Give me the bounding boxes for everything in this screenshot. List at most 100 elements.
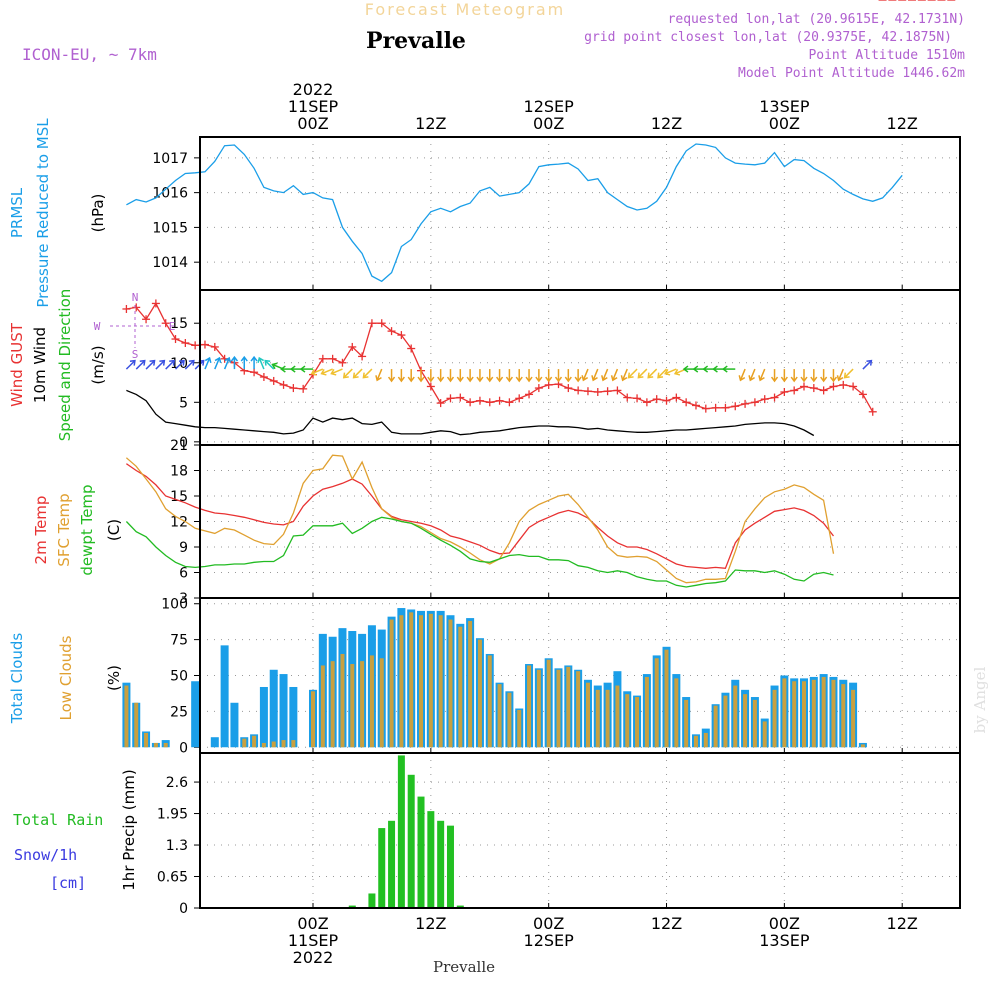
gust-marker <box>279 380 288 389</box>
bottom-axis-label: 13SEP <box>759 931 810 950</box>
gust-marker <box>210 342 219 351</box>
top-axis-label: 11SEP <box>288 97 339 116</box>
total-cloud-bar <box>191 681 200 748</box>
rain-bar <box>388 820 396 908</box>
side-label-m-s: (m/s) <box>89 345 107 384</box>
panel-frame <box>199 289 961 446</box>
low-cloud-bar <box>851 689 856 748</box>
gust-marker <box>534 384 543 393</box>
gust-marker <box>132 303 141 312</box>
wind-direction-arrow <box>748 368 756 382</box>
gust-marker <box>289 384 298 393</box>
low-cloud-bar <box>831 679 836 748</box>
y-tick-label: 0.65 <box>157 870 188 886</box>
panel-frame <box>199 444 961 599</box>
wind-direction-arrow <box>407 369 415 383</box>
y-tick-label: 9 <box>179 540 188 556</box>
wind-direction-arrow <box>320 368 333 376</box>
wind-direction-arrow <box>214 356 222 370</box>
wind-direction-arrow <box>352 368 363 379</box>
wind-direction-arrow <box>810 369 818 383</box>
wind-direction-arrow <box>437 369 445 383</box>
gust-marker <box>269 376 278 385</box>
low-cloud-bar <box>438 615 443 748</box>
bottom-axis-label: 00Z <box>533 914 564 933</box>
wind-direction-arrow <box>535 369 543 383</box>
panel-frame <box>199 752 961 909</box>
y-tick-label: 18 <box>170 464 188 480</box>
wind-direction-arrow <box>574 369 582 383</box>
bottom-axis-label: 12SEP <box>524 931 575 950</box>
y-tick-label: 0 <box>179 901 188 917</box>
wind-direction-arrow <box>310 368 324 376</box>
low-cloud-bar <box>625 694 630 748</box>
y-tick-label: 5 <box>179 395 188 411</box>
gust-marker <box>780 388 789 397</box>
gust-marker <box>191 341 200 350</box>
wind-direction-arrow <box>601 368 609 382</box>
gust-marker <box>564 384 573 393</box>
low-cloud-bar <box>389 619 394 748</box>
total-cloud-bar <box>269 669 278 748</box>
grid-point-coords: grid point closest lon,lat (20.9375E, 42… <box>584 30 952 45</box>
bottom-axis-label: 12Z <box>415 914 446 933</box>
10m-wind-line <box>126 389 815 437</box>
low-cloud-bar <box>566 666 571 748</box>
low-cloud-bar <box>134 702 139 748</box>
low-cloud-bar <box>595 689 600 748</box>
top-axis-label: 00Z <box>297 114 328 133</box>
bottom-axis-label: 12Z <box>651 914 682 933</box>
rain-bar <box>417 796 425 908</box>
wind-direction-arrow <box>397 369 405 383</box>
wind-direction-arrow <box>820 369 828 383</box>
side-label-: (%) <box>105 665 123 691</box>
top-axis-label: 12Z <box>651 114 682 133</box>
gust-marker <box>259 372 268 381</box>
gust-marker <box>495 396 504 405</box>
low-cloud-bar <box>527 665 532 748</box>
rain-bar <box>397 755 405 908</box>
low-cloud-bar <box>546 659 551 748</box>
gust-marker <box>682 398 691 407</box>
gust-marker <box>583 387 592 396</box>
low-cloud-bar <box>762 721 767 748</box>
gust-marker <box>701 404 710 413</box>
gust-marker <box>731 402 740 411</box>
wind-direction-arrow <box>627 368 638 379</box>
low-cloud-bar <box>654 658 659 748</box>
gust-marker <box>387 327 396 336</box>
gust-marker <box>446 394 455 403</box>
side-label-1hr-precip-mm: 1hr Precip (mm) <box>120 769 138 890</box>
gust-marker <box>662 396 671 405</box>
gust-marker <box>633 394 642 403</box>
gust-marker <box>652 395 661 404</box>
top-axis-label: 00Z <box>769 114 800 133</box>
bottom-axis-label: 2022 <box>293 948 334 967</box>
low-cloud-bar <box>664 649 669 748</box>
wind-direction-arrow <box>770 369 779 383</box>
y-tick-label: 15 <box>170 489 188 505</box>
low-cloud-bar <box>261 742 266 748</box>
side-label-2m-temp: 2m Temp <box>32 496 50 565</box>
gust-marker <box>691 401 700 410</box>
wind-direction-arrow <box>240 355 248 370</box>
wind-direction-arrow <box>230 355 239 370</box>
low-cloud-bar <box>556 669 561 748</box>
y-tick-label: 15 <box>170 316 188 332</box>
low-cloud-bar <box>487 655 492 748</box>
low-cloud-bar <box>684 699 689 748</box>
gust-marker <box>142 315 151 324</box>
low-cloud-bar <box>360 661 365 748</box>
gust-marker <box>338 358 347 367</box>
low-cloud-bar <box>350 664 355 748</box>
y-tick-label: 0 <box>179 435 188 451</box>
wind-direction-arrow <box>264 359 275 370</box>
wind-direction-arrow <box>466 369 474 383</box>
low-cloud-bar <box>802 681 806 748</box>
wind-direction-arrow <box>330 368 343 376</box>
y-tick-label: 50 <box>170 669 188 685</box>
pressure-line <box>126 143 903 283</box>
panel-pressure: 1014 1015 1016 1017 <box>126 136 961 291</box>
